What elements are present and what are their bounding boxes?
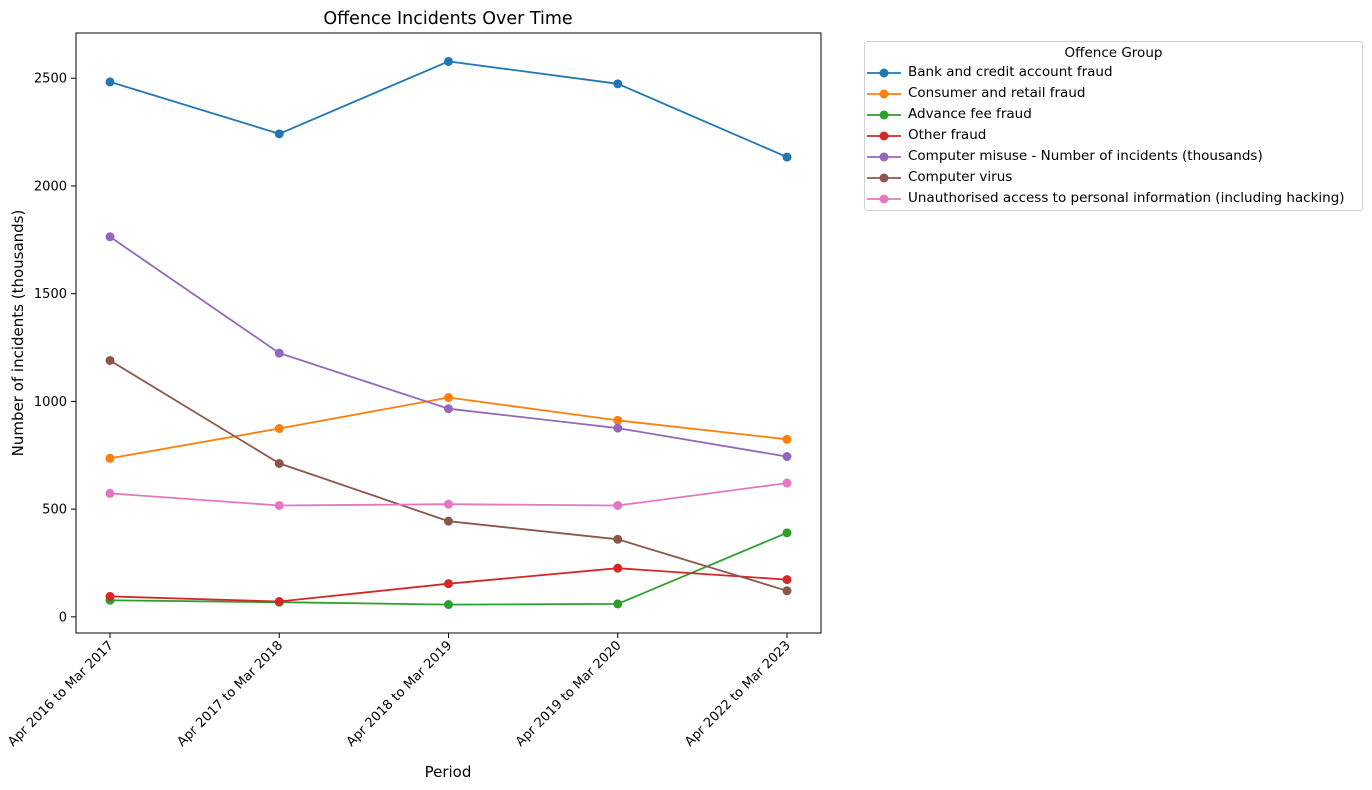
data-point — [444, 600, 453, 610]
legend-item: Consumer and retail fraud — [865, 84, 1363, 105]
data-point — [613, 534, 623, 544]
data-point — [444, 393, 453, 403]
x-tick-label: Apr 2019 to Mar 2020 — [513, 638, 625, 750]
x-axis-label: Period — [425, 763, 472, 781]
y-tick-label: 0 — [59, 610, 67, 625]
data-point — [613, 563, 623, 573]
series-6 — [105, 355, 792, 596]
legend-title: Offence Group — [1064, 45, 1163, 61]
legend-item: Unauthorised access to personal informat… — [865, 189, 1363, 210]
y-tick-label: 500 — [42, 503, 67, 518]
series-line — [109, 60, 788, 158]
series-5 — [105, 232, 792, 462]
legend-swatch — [867, 152, 901, 162]
data-point — [782, 478, 792, 488]
data-point — [444, 404, 453, 414]
y-axis: 0 500 1000 1500 2000 2500 — [34, 72, 76, 625]
series-7 — [105, 478, 792, 510]
y-tick-label: 1000 — [34, 395, 67, 410]
data-point — [274, 129, 284, 139]
series-2 — [105, 393, 792, 463]
data-point — [105, 355, 115, 365]
data-point — [105, 77, 115, 87]
data-point — [105, 453, 115, 463]
data-point — [444, 579, 453, 589]
legend-label: Computer misuse - Number of incidents (t… — [908, 148, 1263, 164]
series-group — [105, 56, 792, 610]
legend-swatch — [867, 110, 901, 120]
data-point — [274, 500, 284, 510]
legend-label: Computer virus — [908, 169, 1013, 185]
series-4 — [105, 563, 792, 607]
legend-item: Computer misuse - Number of incidents (t… — [865, 147, 1363, 168]
data-point — [782, 434, 792, 444]
legend-label: Other fraud — [908, 127, 987, 143]
data-point — [613, 500, 623, 510]
data-point — [782, 452, 792, 462]
data-point — [782, 152, 792, 162]
data-point — [444, 499, 453, 509]
series-line — [109, 531, 788, 606]
data-point — [782, 586, 792, 596]
data-point — [613, 415, 623, 425]
data-point — [105, 232, 115, 242]
y-tick-label: 1500 — [34, 287, 67, 302]
data-point — [613, 79, 623, 89]
data-point — [274, 348, 284, 358]
data-point — [274, 424, 284, 434]
x-tick-label: Apr 2016 to Mar 2017 — [5, 638, 117, 750]
data-point — [274, 597, 284, 607]
legend-swatch — [867, 89, 901, 99]
legend-label: Bank and credit account fraud — [908, 64, 1113, 80]
legend-swatch — [867, 131, 901, 141]
legend-item: Advance fee fraud — [865, 105, 1363, 126]
data-point — [613, 599, 623, 609]
legend: Offence Group Bank and credit account fr… — [864, 41, 1363, 211]
data-point — [782, 575, 792, 585]
y-tick-label: 2000 — [34, 179, 67, 194]
legend-swatch — [867, 194, 901, 204]
x-tick-label: Apr 2022 to Mar 2023 — [682, 638, 794, 750]
data-point — [613, 423, 623, 433]
x-tick-label: Apr 2017 to Mar 2018 — [175, 638, 287, 750]
x-tick-label: Apr 2018 to Mar 2019 — [344, 638, 456, 750]
y-axis-label: Number of incidents (thousands) — [9, 210, 27, 457]
x-axis: Apr 2016 to Mar 2017 Apr 2017 to Mar 2018… — [5, 633, 794, 750]
chart-title: Offence Incidents Over Time — [323, 9, 572, 29]
data-point — [274, 458, 284, 468]
series-line — [109, 236, 788, 458]
data-point — [782, 528, 792, 538]
data-point — [105, 591, 115, 601]
data-point — [444, 56, 453, 66]
legend-swatch — [867, 68, 901, 78]
legend-item: Computer virus — [865, 168, 1363, 189]
legend-label: Consumer and retail fraud — [908, 85, 1086, 101]
legend-item: Other fraud — [865, 126, 1363, 147]
series-3 — [105, 528, 792, 610]
series-1 — [105, 56, 792, 162]
data-point — [444, 516, 453, 526]
legend-swatch — [867, 173, 901, 183]
legend-item: Bank and credit account fraud — [865, 63, 1363, 84]
y-tick-label: 2500 — [34, 72, 67, 87]
legend-label: Advance fee fraud — [908, 106, 1032, 122]
legend-label: Unauthorised access to personal informat… — [908, 190, 1345, 206]
data-point — [105, 488, 115, 498]
